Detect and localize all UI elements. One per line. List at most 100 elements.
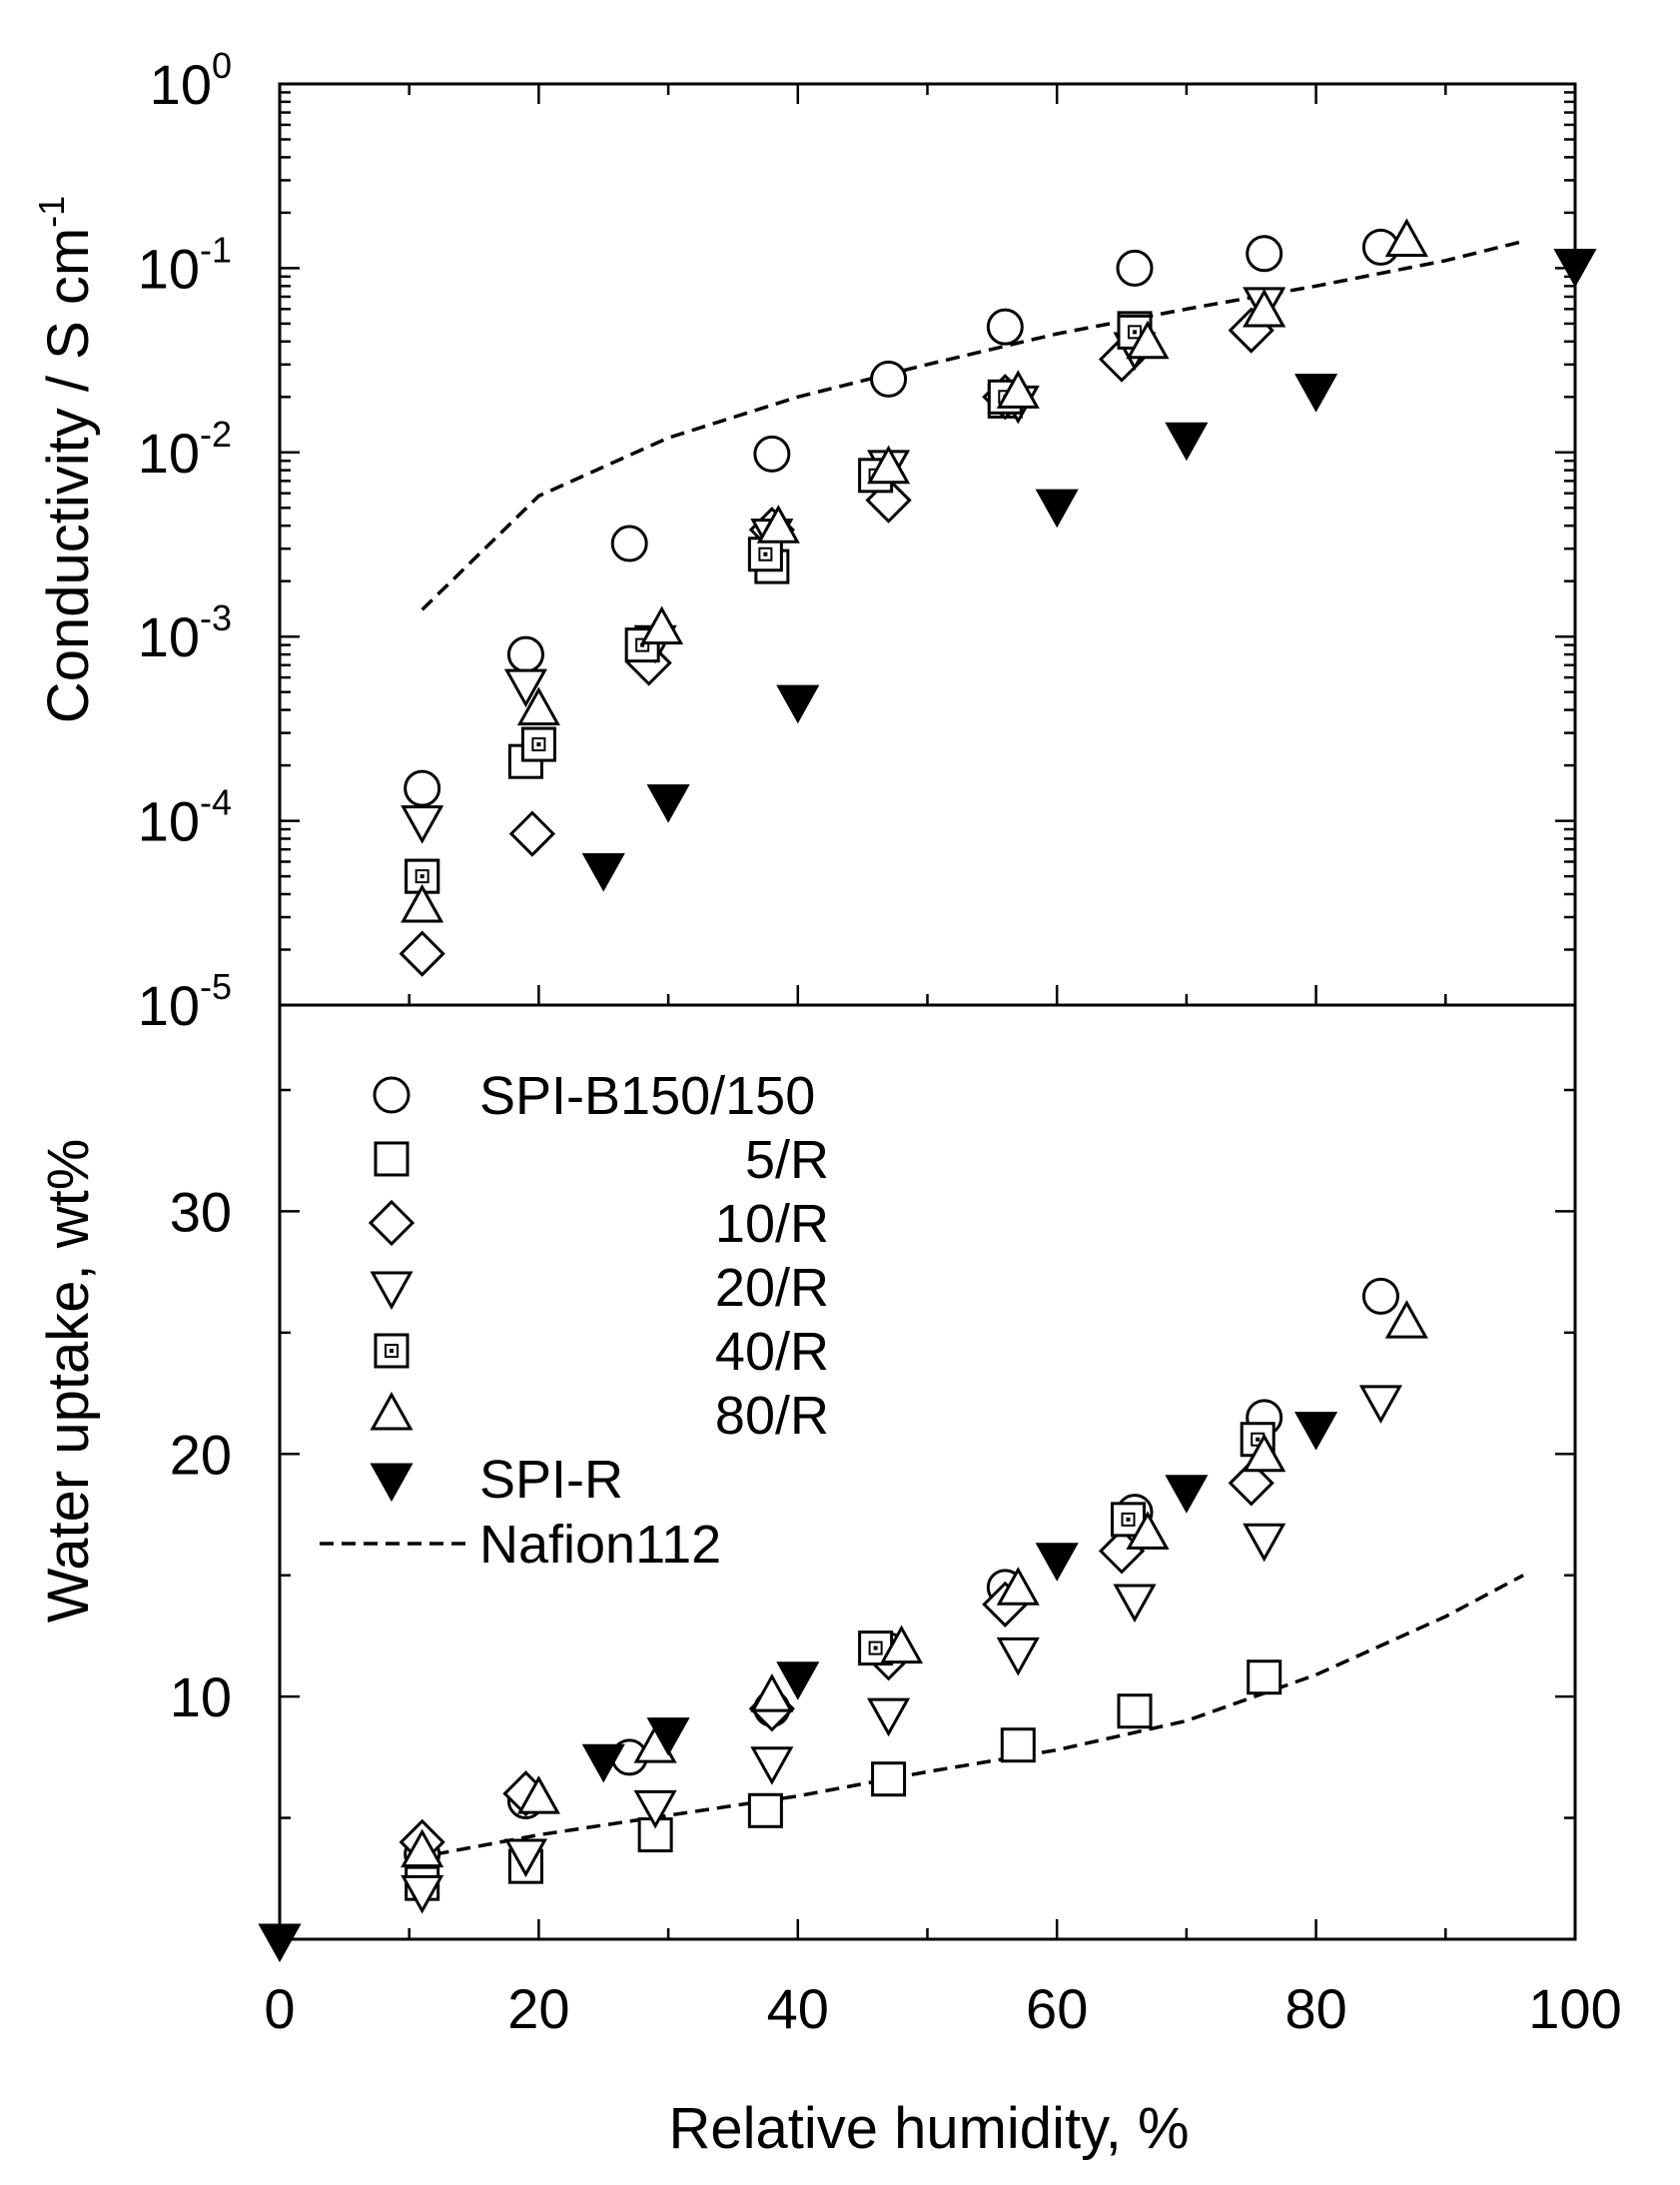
top-ytick-label: 10-4 (138, 782, 232, 853)
bottom-point-10-r (1228, 1460, 1274, 1507)
bottom-nafion-line (434, 1574, 1524, 1856)
bottom-point-spi-r (1165, 1475, 1209, 1514)
top-y-axis-title: Conductivity / S cm-1 (31, 196, 101, 723)
legend-label-spi-r: SPI-R (479, 1450, 623, 1510)
bottom-point-20-r (1358, 1385, 1403, 1424)
top-point-spi-r (776, 684, 820, 724)
bottom-point-5-r (871, 1761, 907, 1797)
top-point-80-r (640, 605, 684, 645)
bottom-y-axis-title: Water uptake, wt% (36, 1139, 101, 1624)
bottom-plot-frame (278, 1003, 1577, 1941)
x-tick-label: 60 (1026, 1977, 1088, 2040)
top-nafion112-line (420, 239, 1524, 611)
bottom-point-spi-r (1294, 1412, 1338, 1451)
top-ytick-label: 100 (150, 45, 232, 116)
top-point-spi-b150-150 (986, 308, 1024, 346)
top-nafion-line (420, 239, 1524, 611)
x-tick-labels: 0 20 40 60 80 100 (264, 1977, 1621, 2040)
bottom-point-spi-r (776, 1661, 820, 1700)
legend-item-5-r: 5/R (374, 1130, 829, 1190)
legend-item-40-r: 40/R (374, 1322, 829, 1382)
bottom-ticks (278, 1088, 1577, 1939)
top-point-80-r (516, 686, 560, 726)
bottom-ytick-label: 30 (170, 1180, 232, 1243)
top-panel: 100 10-1 10-2 10-3 10-4 10-5 Conductivity / S… (31, 45, 1597, 1037)
top-point-40-r (520, 726, 556, 762)
legend-label-20-r: 20/R (715, 1258, 829, 1318)
top-ytick-label: 10-2 (138, 414, 232, 485)
legend-label-10-r: 10/R (715, 1194, 829, 1254)
bottom-point-5-r (747, 1792, 783, 1828)
bottom-point-5-r (1117, 1693, 1153, 1729)
bottom-point-20-r (750, 1746, 794, 1785)
legend-label-spi-b150-150: SPI-B150/150 (479, 1066, 815, 1126)
top-point-80-r (1126, 320, 1170, 360)
bottom-point-20-r (633, 1789, 677, 1829)
legend-item-spi-b150-150: SPI-B150/150 (373, 1066, 815, 1126)
bottom-point-80-r (1126, 1511, 1170, 1550)
bottom-point-spi-r (1035, 1543, 1079, 1582)
legend-item-nafion112: Nafion112 (320, 1515, 721, 1575)
bottom-point-spi-r (646, 1717, 690, 1756)
top-markers (399, 218, 1597, 977)
top-point-spi-b150-150 (1246, 235, 1283, 273)
top-plot-frame (278, 82, 1577, 1007)
bottom-point-spi-b150-150 (1361, 1277, 1399, 1315)
top-point-40-r (747, 537, 783, 572)
legend-label-80-r: 80/R (715, 1386, 829, 1446)
bottom-point-5-r (1247, 1659, 1282, 1695)
top-point-10-r (508, 810, 556, 857)
legend-item-80-r: 80/R (370, 1386, 829, 1446)
top-point-spi-r (581, 852, 625, 892)
bottom-point-5-r (1000, 1727, 1036, 1763)
x-tick-label: 20 (507, 1977, 569, 2040)
legend-marker-20-r (370, 1271, 414, 1311)
bottom-ytick-label: 10 (170, 1665, 232, 1728)
top-ytick-label: 10-5 (138, 966, 232, 1037)
top-ytick-label: 10-1 (138, 229, 232, 300)
legend-item-10-r: 10/R (368, 1194, 829, 1254)
top-point-spi-r (1035, 489, 1079, 529)
bottom-panel: 10 20 30 0 20 40 60 80 100 Water uptake, wt% Re… (36, 1066, 1622, 2161)
bottom-point-20-r (1113, 1584, 1157, 1624)
legend-label-nafion112: Nafion112 (479, 1515, 721, 1575)
top-point-80-r (867, 445, 911, 485)
x-axis-title: Relative humidity, % (668, 2096, 1189, 2161)
legend-marker-spi-r (370, 1463, 414, 1503)
bottom-nafion112-line (434, 1574, 1524, 1856)
top-point-20-r (401, 805, 444, 844)
bottom-ytick-labels: 10 20 30 (170, 1180, 232, 1728)
bottom-point-20-r (401, 1874, 444, 1914)
legend-label-5-r: 5/R (745, 1130, 829, 1190)
top-point-spi-r (646, 784, 690, 823)
bottom-point-20-r (1243, 1523, 1286, 1563)
legend-item-spi-r: SPI-R (370, 1450, 623, 1510)
bottom-ytick-label: 20 (170, 1423, 232, 1486)
bottom-point-80-r (1384, 1300, 1428, 1339)
legend-marker-spi-b150-150 (373, 1076, 411, 1114)
bottom-markers (258, 1277, 1428, 1963)
x-tick-label: 40 (767, 1977, 829, 2040)
bottom-point-80-r (401, 1828, 444, 1868)
top-point-spi-r (1294, 374, 1338, 413)
bottom-point-80-r (1243, 1433, 1286, 1473)
bottom-point-80-r (750, 1673, 794, 1712)
top-point-80-r (401, 883, 444, 923)
top-point-20-r (503, 668, 547, 708)
top-point-40-r (624, 627, 660, 663)
bottom-point-20-r (503, 1838, 547, 1878)
top-point-spi-b150-150 (870, 360, 908, 398)
bottom-point-80-r (880, 1625, 924, 1664)
bottom-point-20-r (867, 1697, 911, 1737)
legend-marker-5-r (374, 1141, 410, 1177)
top-point-spi-b150-150 (404, 769, 441, 807)
legend-item-20-r: 20/R (370, 1258, 829, 1318)
legend-label-40-r: 40/R (715, 1322, 829, 1382)
x-tick-label: 0 (264, 1977, 295, 2040)
top-point-10-r (399, 930, 445, 977)
top-point-80-r (756, 505, 800, 544)
top-point-80-r (996, 370, 1040, 409)
legend-marker-80-r (370, 1391, 414, 1431)
top-ytick-label: 10-3 (138, 597, 232, 668)
